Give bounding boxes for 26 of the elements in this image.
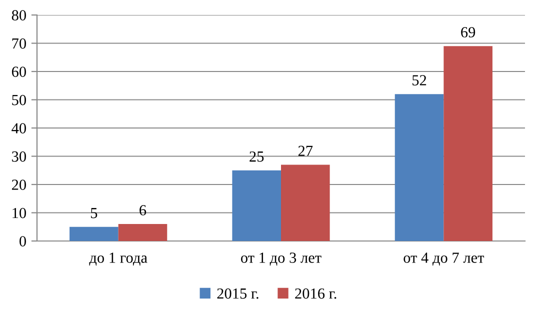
y-tick-label: 30: [12, 151, 26, 162]
data-label: 6: [140, 205, 146, 216]
data-label: 5: [91, 208, 98, 218]
y-tick-label: 20: [12, 180, 26, 190]
y-tick-label: 70: [12, 38, 26, 49]
y-tick-label: 50: [12, 94, 26, 106]
bar: [281, 164, 330, 241]
bar: [232, 170, 281, 241]
y-tick-label: 10: [12, 208, 26, 218]
x-tick-label: до 1 года: [89, 252, 148, 266]
legend-label: 2015 г.: [217, 288, 258, 299]
y-tick-label: 60: [12, 66, 26, 77]
legend-label: 2016 г.: [295, 288, 336, 299]
data-label: 69: [461, 27, 476, 38]
bar: [118, 224, 168, 241]
y-tick-label: 0: [20, 236, 26, 246]
bar: [444, 46, 492, 241]
data-label: 25: [250, 151, 264, 162]
bar: [394, 94, 444, 241]
x-tick-label: от 1 до 3 лет: [241, 252, 322, 266]
y-tick-label: 80: [12, 10, 26, 20]
y-tick-label: 40: [12, 123, 26, 134]
data-label: 52: [412, 75, 426, 86]
data-label: 27: [298, 146, 313, 156]
x-tick-label: от 4 до 7 лет: [404, 252, 484, 266]
bar: [70, 226, 118, 241]
